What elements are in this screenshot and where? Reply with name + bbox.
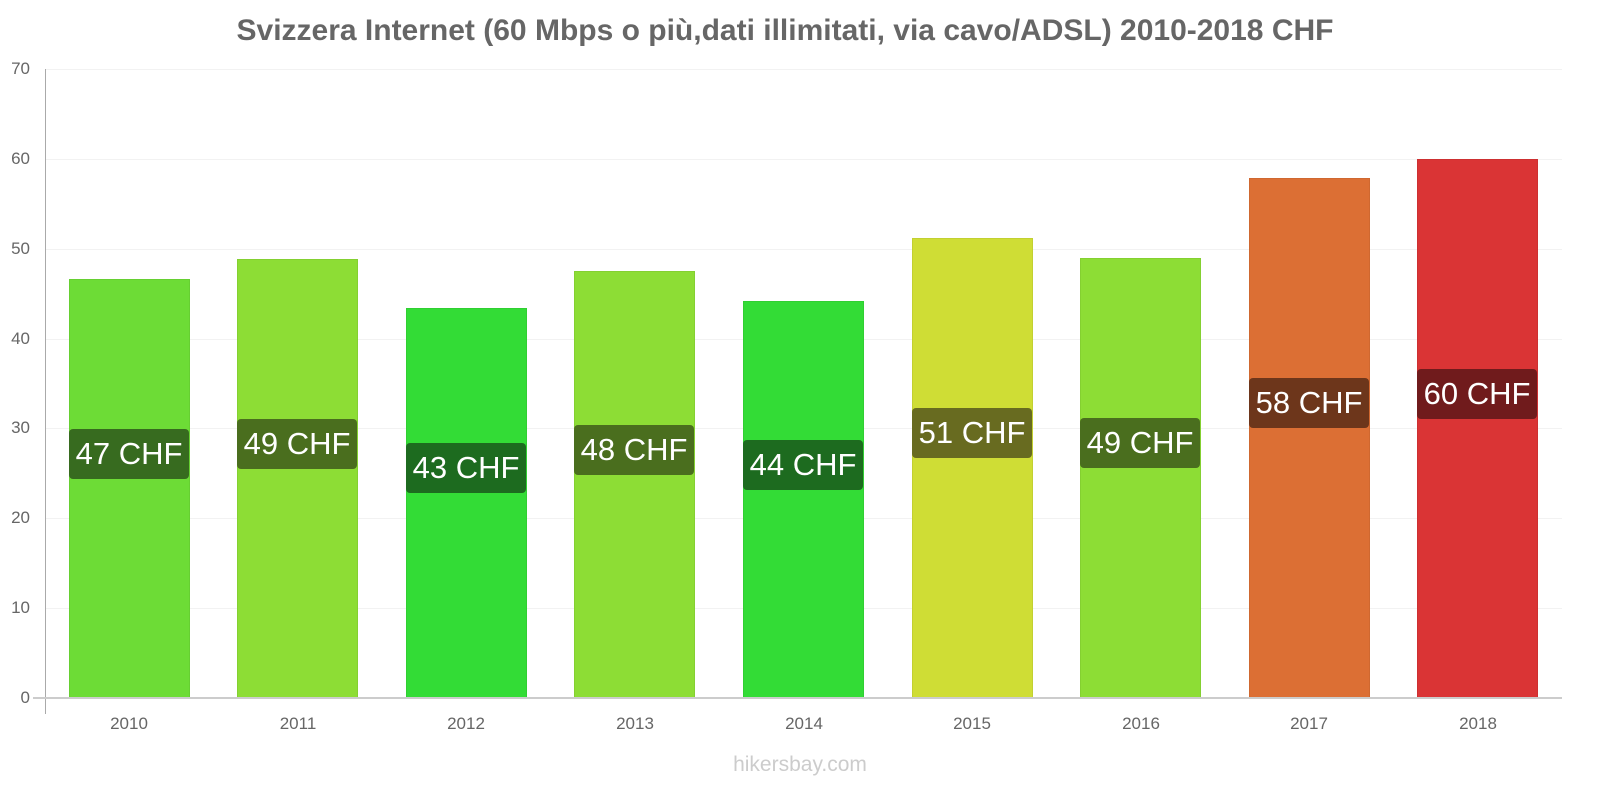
y-tick-label: 50 (11, 239, 30, 258)
x-tick-label: 2011 (279, 714, 317, 733)
y-tick-label: 40 (11, 329, 30, 348)
bar-value-label: 47 CHF (69, 429, 189, 479)
x-axis-line (33, 697, 1562, 699)
y-tick-label: 10 (11, 598, 30, 617)
y-tick-label: 70 (11, 59, 30, 78)
bar-value-label: 49 CHF (1080, 418, 1200, 468)
bar-2012[interactable] (406, 308, 527, 698)
bar-value-label: 48 CHF (574, 425, 694, 475)
bar-2016[interactable] (1080, 258, 1201, 698)
x-tick-label: 2018 (1459, 714, 1497, 733)
bar-value-label: 49 CHF (237, 419, 357, 469)
y-tick-label: 30 (11, 418, 30, 437)
bar-2015[interactable] (912, 238, 1033, 698)
x-tick-label: 2015 (953, 714, 991, 733)
bar-2010[interactable] (69, 279, 190, 698)
chart-title: Svizzera Internet (60 Mbps o più,dati il… (236, 14, 1334, 47)
x-tick-label: 2012 (447, 714, 485, 733)
gridline (46, 159, 1562, 160)
bar-value-label: 51 CHF (912, 408, 1032, 458)
bar-2017[interactable] (1249, 178, 1370, 698)
bar-2014[interactable] (743, 301, 864, 698)
bar-2018[interactable] (1417, 159, 1538, 698)
bar-2013[interactable] (574, 271, 695, 698)
x-tick-label: 2017 (1290, 714, 1328, 733)
y-tick-label: 60 (11, 149, 30, 168)
watermark: hikersbay.com (733, 753, 867, 776)
y-tick-label: 0 (20, 688, 30, 707)
bar-value-label: 60 CHF (1417, 369, 1537, 419)
bar-value-label: 44 CHF (743, 440, 863, 490)
bar-value-label: 58 CHF (1249, 378, 1369, 428)
bar-2011[interactable] (237, 259, 358, 698)
x-tick-label: 2010 (110, 714, 148, 733)
gridline (46, 69, 1562, 70)
bar-value-label: 43 CHF (406, 443, 526, 493)
y-tick-label: 20 (11, 508, 30, 527)
x-tick-label: 2014 (785, 714, 823, 733)
x-tick-label: 2013 (616, 714, 654, 733)
y-axis-line (45, 69, 46, 714)
gridline (46, 249, 1562, 250)
x-tick-label: 2016 (1122, 714, 1160, 733)
